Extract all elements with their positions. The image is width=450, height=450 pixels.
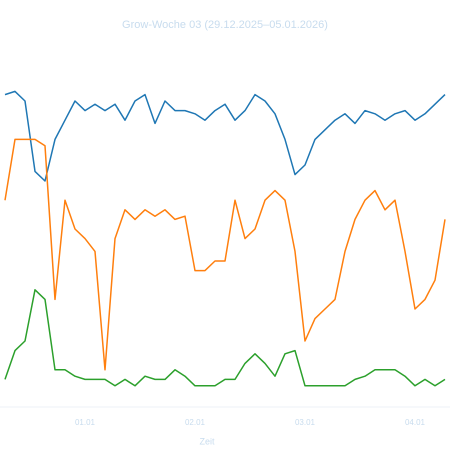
x-axis-label: Zeit xyxy=(199,436,215,446)
series-line xyxy=(4,138,446,371)
x-tick-label: 01.01 xyxy=(75,418,96,427)
x-tick-label: 03.01 xyxy=(295,418,316,427)
x-tick-label: 02.01 xyxy=(185,418,206,427)
chart-title: Grow-Woche 03 (29.12.2025–05.01.2026) xyxy=(122,19,328,31)
series-line xyxy=(4,289,446,387)
series-line xyxy=(4,90,446,182)
x-tick-label: 04.01 xyxy=(405,418,426,427)
